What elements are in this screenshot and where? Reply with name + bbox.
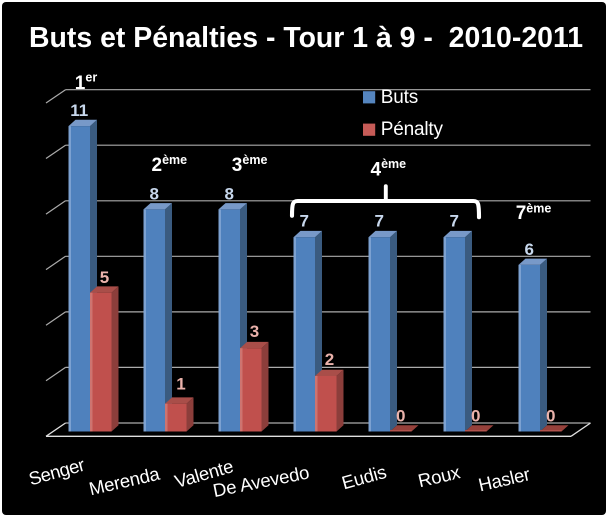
svg-text:6: 6 [525, 240, 534, 259]
svg-text:11: 11 [70, 101, 88, 120]
svg-text:7: 7 [300, 212, 309, 231]
svg-text:Buts: Buts [381, 87, 418, 108]
svg-text:3: 3 [250, 322, 259, 341]
svg-text:Buts et Pénalties - Tour 1 à 9: Buts et Pénalties - Tour 1 à 9 - 2010-20… [29, 22, 583, 54]
svg-text:5: 5 [100, 268, 109, 287]
svg-text:Pénalty: Pénalty [381, 119, 444, 140]
svg-text:7: 7 [375, 212, 384, 231]
svg-text:8: 8 [150, 185, 159, 204]
svg-text:2: 2 [325, 350, 334, 369]
svg-text:1: 1 [176, 375, 185, 394]
svg-text:0: 0 [471, 407, 480, 426]
svg-text:0: 0 [546, 407, 555, 426]
svg-text:8: 8 [225, 185, 234, 204]
svg-text:0: 0 [396, 407, 405, 426]
svg-text:7: 7 [450, 212, 459, 231]
